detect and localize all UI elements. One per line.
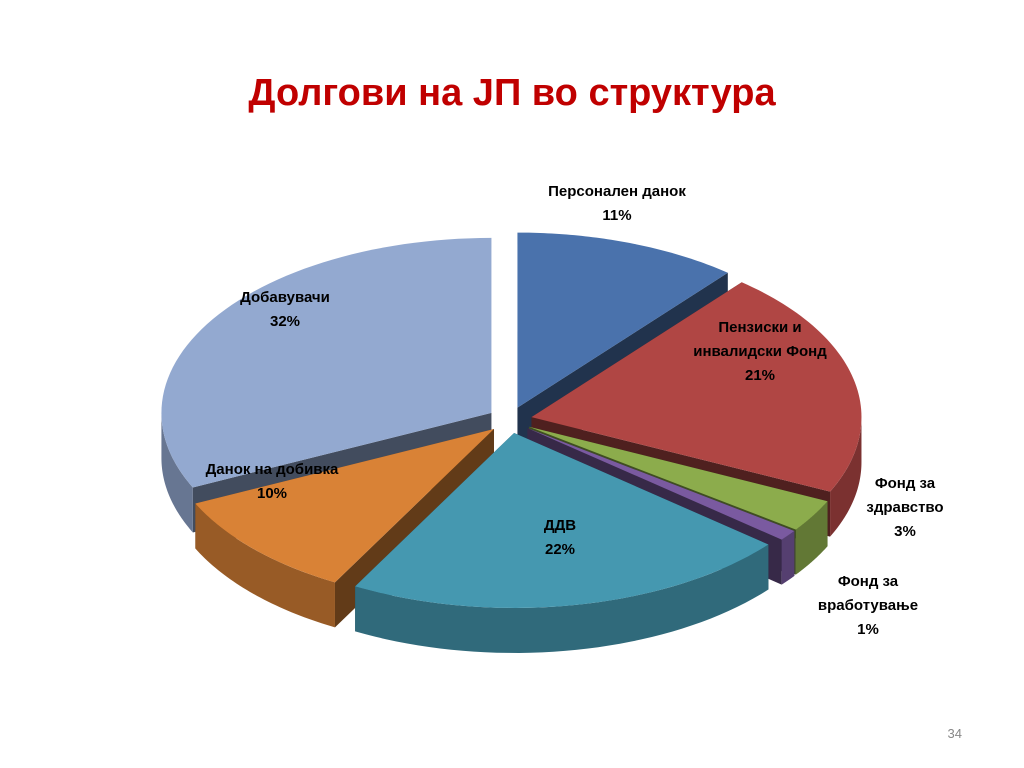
data-label: Данок на добивка 10% — [182, 458, 362, 506]
category-label: Фонд за здравство — [866, 475, 944, 516]
value-label: 21% — [744, 367, 776, 384]
data-label: Фонд за здравство 3% — [855, 472, 955, 544]
slide-number: 34 — [947, 726, 962, 741]
category-label: Фонд за вработување — [817, 573, 919, 614]
data-label: Добавувачи 32% — [205, 286, 365, 334]
data-label: Пензиски и инвалидски Фонд 21% — [675, 316, 845, 388]
slice — [527, 428, 795, 540]
value-label: 10% — [256, 485, 288, 502]
category-label: Данок на добивка — [205, 461, 339, 478]
slice — [355, 432, 769, 608]
slice-wall — [195, 503, 335, 628]
chart-title: Долгови на ЈП во структура — [248, 72, 776, 114]
value-label: 11% — [602, 207, 632, 224]
data-label: ДДВ 22% — [500, 514, 620, 562]
slice-wall — [161, 412, 193, 533]
value-label: 22% — [544, 541, 576, 558]
slice — [195, 429, 494, 583]
data-label: Фонд за вработување 1% — [803, 570, 933, 642]
slice-wall — [781, 530, 795, 585]
slice-wall — [830, 417, 862, 537]
data-label: Персонален данок 11% — [517, 180, 717, 228]
category-label: Добавувачи — [240, 289, 330, 306]
category-label: ДДВ — [543, 517, 577, 534]
slice-wall — [355, 544, 769, 653]
slice-wall — [795, 501, 828, 575]
value-label: 3% — [894, 523, 916, 540]
slice — [531, 282, 862, 492]
value-label: 32% — [269, 313, 301, 330]
category-label: Пензиски и инвалидски Фонд — [693, 319, 827, 360]
category-label: Персонален данок — [548, 183, 686, 200]
slice — [161, 237, 492, 488]
value-label: 1% — [857, 621, 879, 638]
slice — [528, 426, 828, 530]
slice — [517, 232, 728, 408]
